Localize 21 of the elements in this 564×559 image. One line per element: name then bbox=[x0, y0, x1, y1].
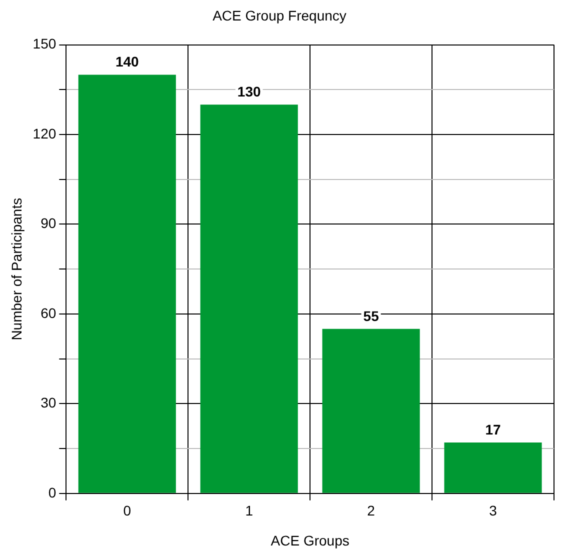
y-tick-label: 0 bbox=[48, 484, 56, 500]
data-label: 140 bbox=[115, 54, 140, 70]
y-tick-label: 60 bbox=[40, 304, 56, 321]
x-tick-label: 3 bbox=[489, 502, 498, 519]
bar bbox=[200, 104, 298, 493]
chart-title: ACE Group Frequncy bbox=[212, 7, 346, 24]
x-axis-title: ACE Groups bbox=[270, 532, 350, 548]
bar bbox=[322, 328, 420, 493]
y-tick-label: 90 bbox=[40, 215, 56, 232]
y-axis-title: Number of Participants bbox=[8, 198, 24, 340]
data-label: 17 bbox=[485, 421, 502, 438]
y-tick-label: 150 bbox=[32, 36, 56, 52]
data-label: 130 bbox=[237, 83, 261, 100]
x-tick-label: 0 bbox=[123, 502, 132, 519]
data-label: 55 bbox=[363, 308, 380, 324]
bar bbox=[78, 74, 176, 493]
y-tick-label: 30 bbox=[40, 394, 56, 411]
bar bbox=[444, 442, 542, 493]
y-tick-label: 120 bbox=[32, 125, 56, 142]
x-tick-label: 2 bbox=[367, 502, 376, 519]
x-tick-label: 1 bbox=[245, 502, 254, 519]
